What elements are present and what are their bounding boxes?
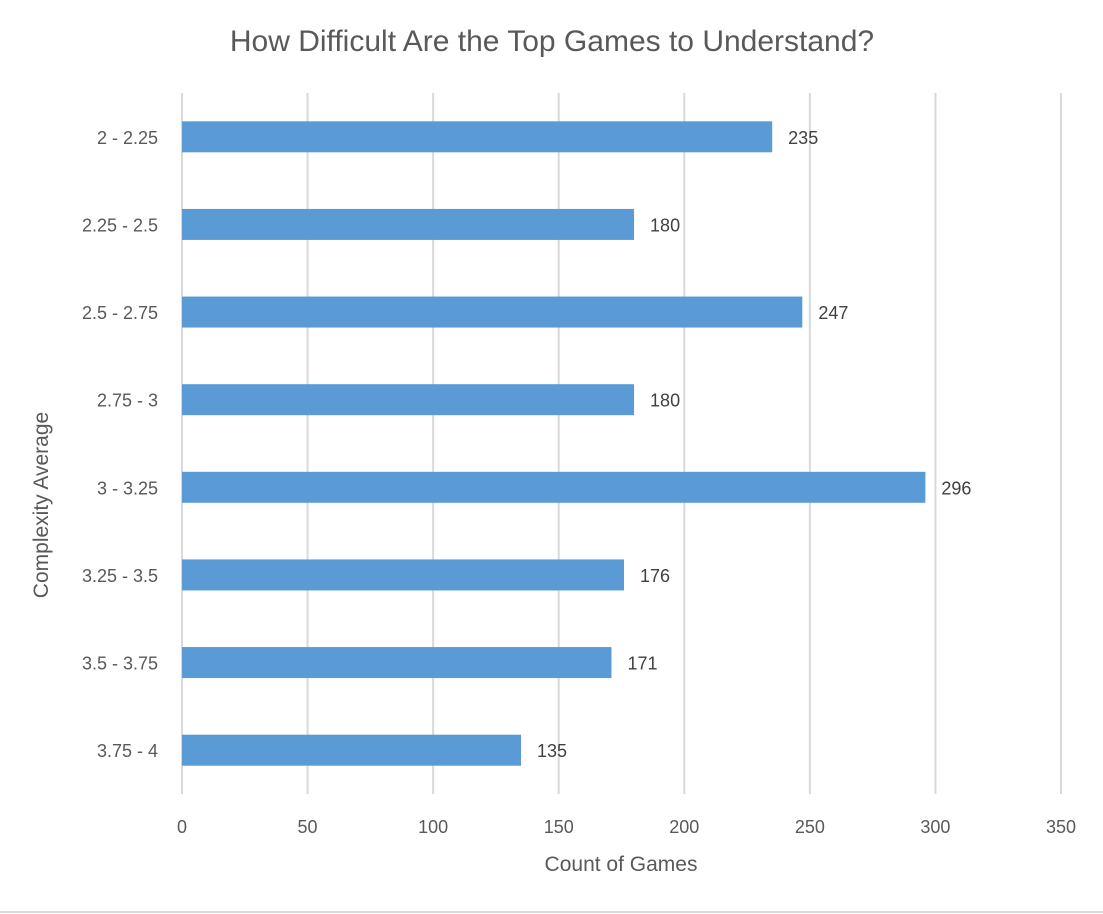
data-label: 135 [537, 741, 567, 761]
y-tick-labels: 2 - 2.25 2.25 - 2.5 2.5 - 2.75 2.75 - 3 3 - … [82, 128, 158, 761]
data-label: 180 [650, 391, 680, 411]
gridlines [182, 93, 1061, 794]
data-label: 247 [818, 303, 848, 323]
bar [182, 384, 634, 415]
x-tick-label: 50 [298, 817, 318, 837]
data-label: 235 [788, 128, 818, 148]
chart-title: How Difficult Are the Top Games to Under… [230, 25, 874, 58]
y-tick-label: 3.5 - 3.75 [82, 654, 158, 674]
bar [182, 559, 624, 590]
data-label: 176 [640, 566, 670, 586]
y-tick-label: 2 - 2.25 [97, 128, 158, 148]
bar [182, 735, 521, 766]
y-tick-label: 3.75 - 4 [97, 741, 158, 761]
bar [182, 121, 772, 152]
data-label: 180 [650, 215, 680, 235]
x-tick-label: 0 [177, 817, 187, 837]
y-tick-label: 2.25 - 2.5 [82, 215, 158, 235]
x-axis-title: Count of Games [545, 853, 698, 876]
data-label: 296 [941, 478, 971, 498]
y-tick-label: 2.5 - 2.75 [82, 303, 158, 323]
y-axis-title: Complexity Average [30, 412, 53, 598]
x-tick-label: 200 [669, 817, 699, 837]
bar [182, 209, 634, 240]
x-tick-label: 150 [544, 817, 574, 837]
x-tick-labels: 0 50 100 150 200 250 300 350 [177, 817, 1076, 837]
bars [182, 121, 925, 765]
y-tick-label: 2.75 - 3 [97, 391, 158, 411]
x-tick-label: 100 [418, 817, 448, 837]
y-tick-label: 3 - 3.25 [97, 478, 158, 498]
bar [182, 297, 802, 328]
x-tick-label: 300 [920, 817, 950, 837]
bar [182, 647, 611, 678]
x-tick-label: 250 [795, 817, 825, 837]
y-tick-label: 3.25 - 3.5 [82, 566, 158, 586]
bar [182, 472, 925, 503]
data-label: 171 [627, 654, 657, 674]
x-tick-label: 350 [1046, 817, 1076, 837]
